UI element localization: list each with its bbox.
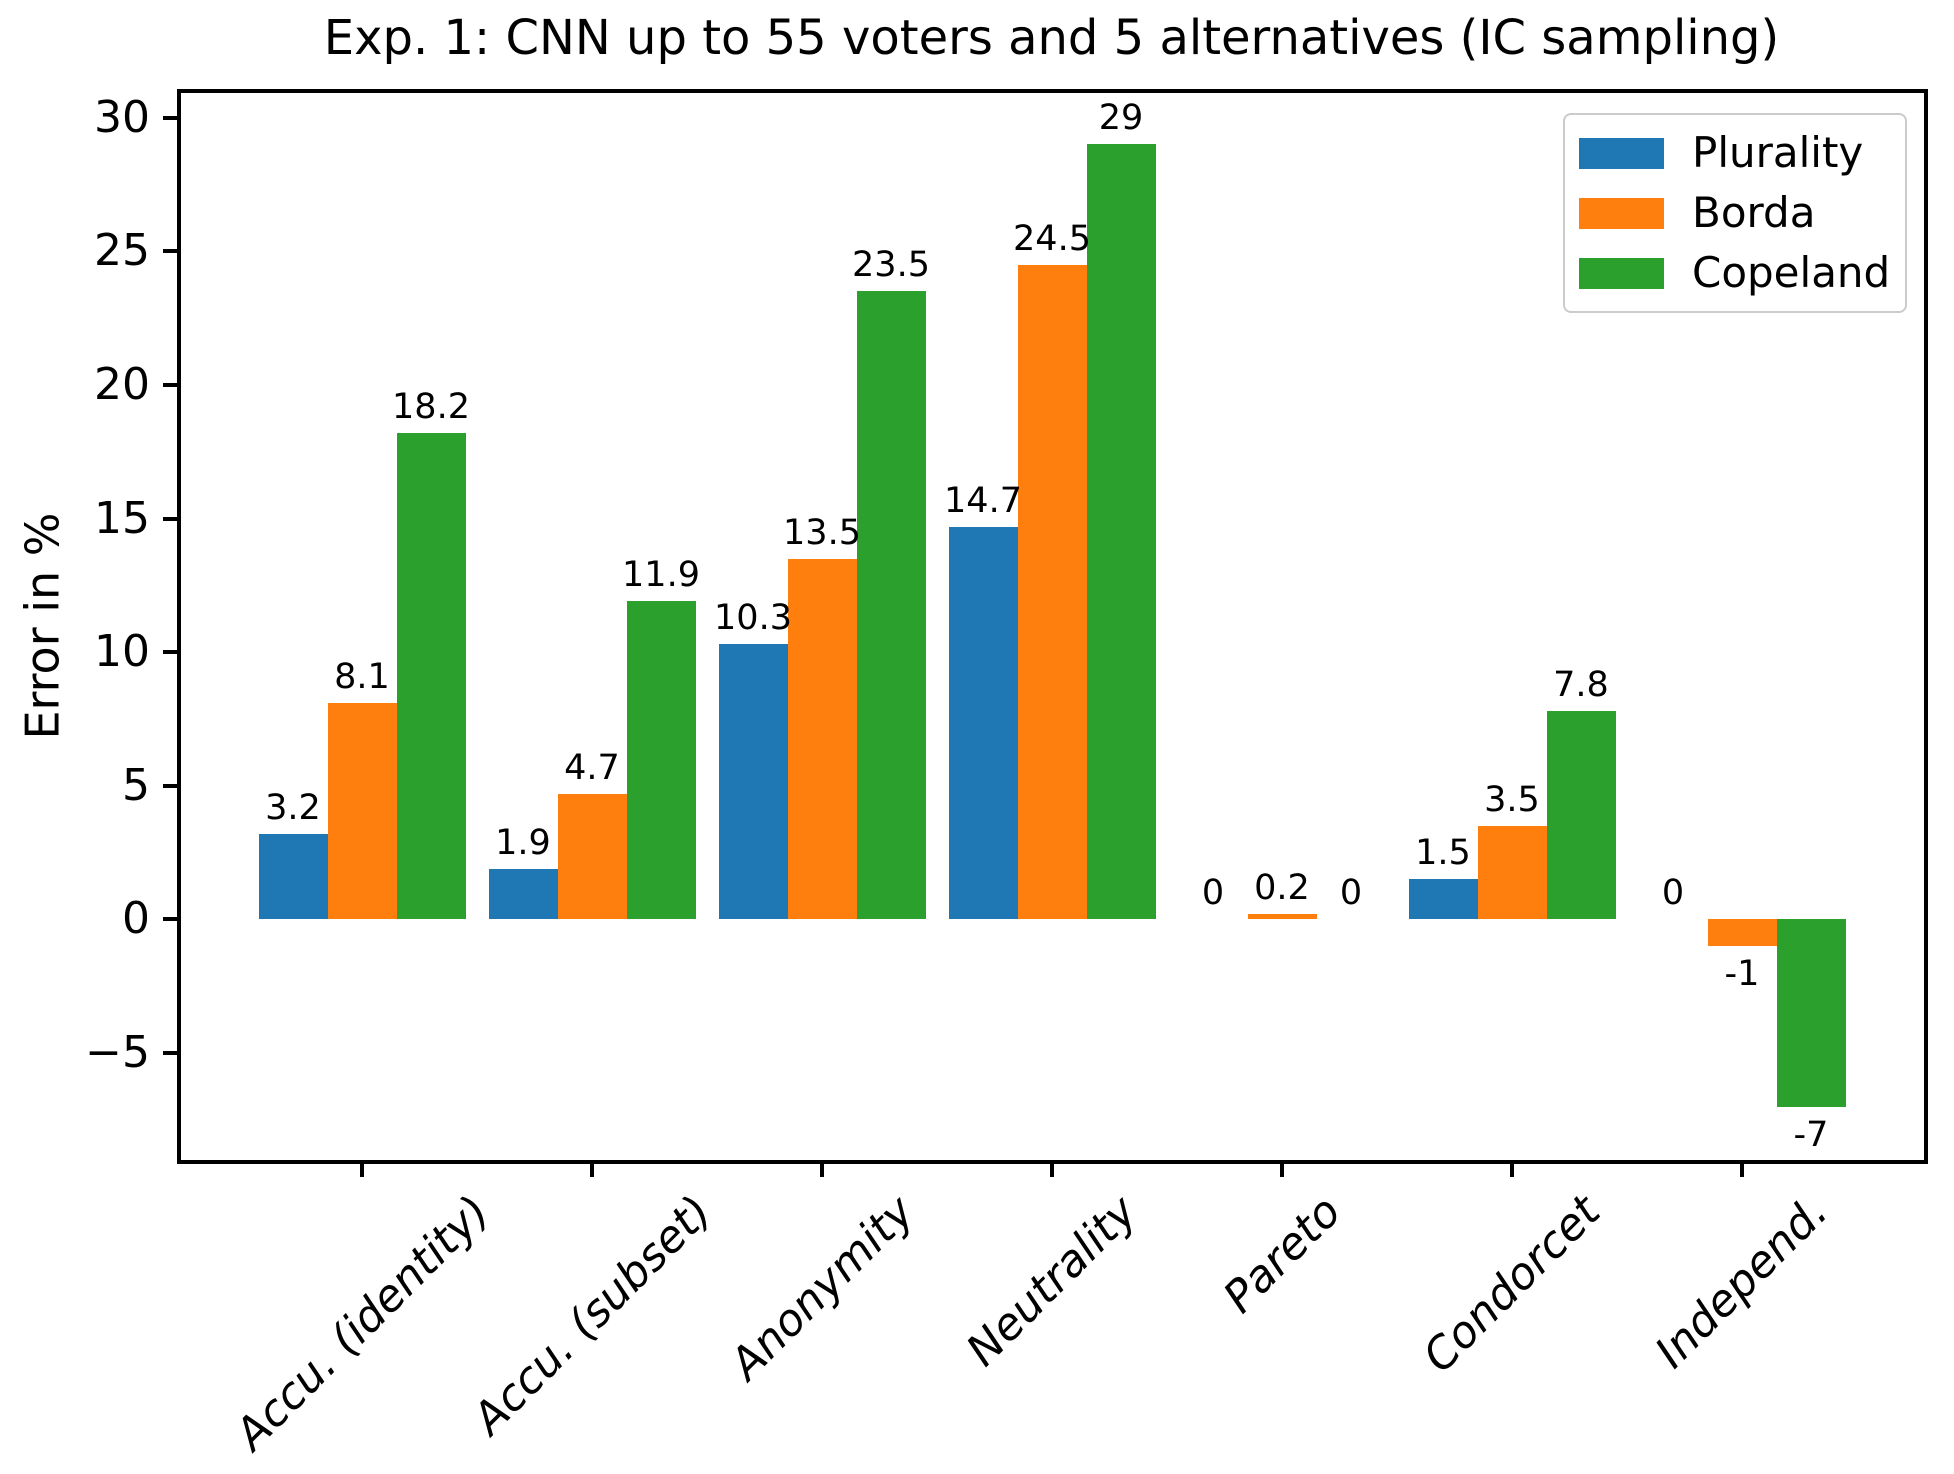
- bar-plurality-3: [718, 644, 788, 920]
- x-tick-label: Pareto: [1213, 1186, 1351, 1324]
- x-tick: [820, 1162, 824, 1177]
- x-tick: [590, 1162, 594, 1177]
- bar-value-label: 3.5: [1484, 779, 1540, 820]
- x-tick-label: Accu. (subset): [462, 1186, 722, 1445]
- legend-item-borda: Borda: [1579, 192, 1905, 234]
- y-tick-label: −5: [85, 1027, 150, 1079]
- x-tick-label: Independ.: [1646, 1186, 1839, 1379]
- legend-item-copeland: Copeland: [1579, 252, 1905, 294]
- y-tick-label: 15: [94, 492, 150, 544]
- bar-copeland-4: [1086, 144, 1156, 920]
- bar-copeland-2: [626, 601, 696, 920]
- bar-borda-4: [1017, 264, 1087, 920]
- bar-value-label: 7.8: [1553, 665, 1609, 706]
- bar-value-label: 24.5: [1013, 218, 1091, 259]
- bar-value-label: 0: [1201, 873, 1225, 914]
- bar-plurality-4: [948, 526, 1018, 920]
- y-tick: [163, 783, 179, 788]
- x-tick: [1510, 1162, 1514, 1177]
- y-tick: [163, 382, 179, 387]
- bar-borda-6: [1477, 825, 1547, 920]
- bar-copeland-3: [856, 291, 926, 920]
- bar-plurality-1: [258, 833, 328, 920]
- bar-copeland-6: [1546, 711, 1616, 920]
- bar-borda-7: [1707, 919, 1777, 947]
- y-tick-label: 30: [94, 91, 150, 143]
- bar-plurality-6: [1408, 879, 1478, 920]
- x-tick: [1280, 1162, 1284, 1177]
- legend-swatch-borda: [1579, 197, 1664, 229]
- x-tick-label: Accu. (identity): [225, 1186, 500, 1461]
- x-tick-label: Anonymity: [720, 1186, 924, 1390]
- legend-swatch-copeland: [1579, 257, 1664, 289]
- legend-swatch-plurality: [1579, 137, 1664, 169]
- y-tick: [163, 249, 179, 254]
- legend-label: Plurality: [1692, 128, 1864, 177]
- bar-value-label: 0: [1339, 873, 1363, 914]
- x-tick-label: Neutrality: [956, 1186, 1148, 1377]
- bar-borda-3: [787, 558, 857, 920]
- bar-value-label: 23.5: [852, 245, 930, 286]
- bar-value-label: 18.2: [392, 387, 470, 428]
- bar-value-label: 1.9: [495, 822, 551, 863]
- bar-value-label: 10.3: [714, 598, 792, 639]
- bar-value-label: 1.5: [1415, 833, 1471, 874]
- bar-value-label: 13.5: [783, 512, 861, 553]
- bar-value-label: 8.1: [334, 657, 390, 697]
- bar-value-label: 29: [1098, 98, 1144, 139]
- legend-item-plurality: Plurality: [1579, 132, 1905, 174]
- bar-copeland-7: [1776, 919, 1846, 1107]
- bar-value-label: 11.9: [622, 555, 700, 596]
- bar-value-label: -7: [1793, 1114, 1829, 1155]
- legend-label: Borda: [1692, 188, 1816, 237]
- x-tick-label: Condorcet: [1413, 1186, 1611, 1383]
- bar-borda-5: [1247, 914, 1317, 920]
- y-tick-label: 10: [94, 626, 150, 678]
- legend: Plurality Borda Copeland: [1563, 113, 1907, 313]
- bar-value-label: 3.2: [265, 787, 321, 828]
- bar-borda-1: [327, 703, 397, 920]
- bar-value-label: 14.7: [944, 480, 1022, 521]
- bar-borda-2: [557, 793, 627, 920]
- x-tick: [1050, 1162, 1054, 1177]
- legend-label: Copeland: [1692, 248, 1891, 297]
- y-tick: [163, 516, 179, 521]
- y-tick: [163, 650, 179, 655]
- x-tick: [360, 1162, 364, 1177]
- y-tick: [163, 1051, 179, 1056]
- y-tick: [163, 917, 179, 922]
- bar-value-label: 0: [1661, 873, 1685, 914]
- y-tick-label: 25: [94, 225, 150, 277]
- y-tick-label: 5: [122, 759, 150, 811]
- chart-title: Exp. 1: CNN up to 55 voters and 5 altern…: [323, 10, 1780, 66]
- y-tick-label: 0: [122, 893, 150, 945]
- bar-value-label: 4.7: [564, 747, 620, 788]
- y-tick: [163, 115, 179, 120]
- bar-value-label: -1: [1724, 954, 1760, 995]
- bar-copeland-1: [396, 433, 466, 920]
- y-tick-label: 20: [94, 358, 150, 410]
- bar-plurality-2: [488, 868, 558, 920]
- x-tick: [1740, 1162, 1744, 1177]
- bar-value-label: 0.2: [1254, 868, 1310, 909]
